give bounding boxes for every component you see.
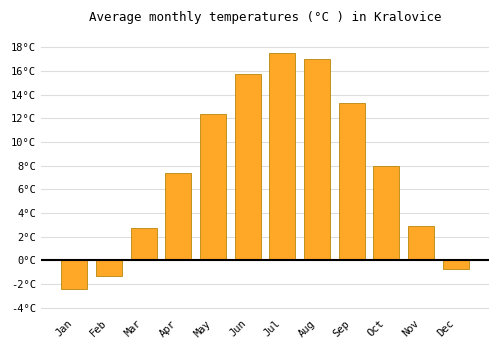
Bar: [338, 103, 364, 260]
Bar: [234, 75, 260, 260]
Bar: [166, 173, 192, 260]
Bar: [442, 260, 468, 269]
Bar: [373, 166, 399, 260]
Bar: [408, 226, 434, 260]
Bar: [62, 260, 88, 289]
Bar: [304, 59, 330, 260]
Title: Average monthly temperatures (°C ) in Kralovice: Average monthly temperatures (°C ) in Kr…: [88, 11, 441, 24]
Bar: [200, 113, 226, 260]
Bar: [96, 260, 122, 276]
Bar: [130, 229, 156, 260]
Bar: [270, 53, 295, 260]
